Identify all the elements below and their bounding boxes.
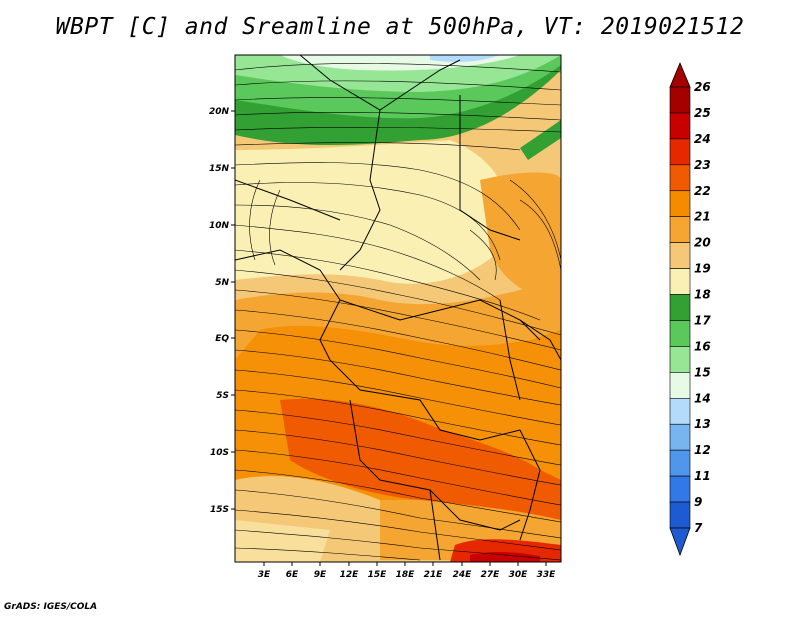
lon-label-12E: 12E [340,570,360,580]
colorbar-swatch [669,216,691,243]
colorbar-label: 14 [694,391,711,405]
colorbar-label: 19 [694,262,711,276]
colorbar-swatch [669,320,691,347]
colorbar-label: 21 [694,210,711,224]
lon-label-33E: 33E [537,570,557,580]
colorbar: 26 25 24 23 22 21 20 19 18 17 16 15 14 13 12 11 9 7 [669,61,711,557]
colorbar-label: 11 [694,469,711,483]
lon-label-30E: 30E [509,570,529,580]
lat-label-10S: 10S [210,448,229,458]
colorbar-swatch [669,372,691,399]
colorbar-swatch [669,501,691,529]
lat-label-10N: 10N [209,221,230,231]
colorbar-swatch [669,475,691,503]
lon-label-18E: 18E [396,570,416,580]
wbpt-field [235,55,561,562]
colorbar-swatch [669,164,691,192]
lon-label-3E: 3E [258,570,271,580]
map-title: WBPT [C] and Sreamline at 500hPa, VT: 20… [55,14,745,40]
map-frame [234,54,562,563]
colorbar-label: 17 [694,313,711,327]
colorbar-label: 23 [694,158,711,172]
colorbar-labels: 26 25 24 23 22 21 20 19 18 17 16 15 14 13 12 11 9 7 [694,80,711,535]
colorbar-label: 16 [694,339,711,353]
lon-label-15E: 15E [368,570,388,580]
colorbar-swatch [669,423,691,451]
lat-label-5N: 5N [215,278,229,288]
lon-label-27E: 27E [481,570,501,580]
lat-axis: 20N 15N 10N 5N EQ 5S 10S 15S [209,107,235,515]
colorbar-swatch [669,294,691,321]
colorbar-label: 18 [694,288,711,302]
colorbar-label: 12 [694,443,711,457]
lat-label-15N: 15N [209,164,230,174]
lat-label-5S: 5S [216,391,229,401]
colorbar-top-arrow [669,61,691,88]
colorbar-swatch [669,112,691,140]
lon-label-21E: 21E [424,570,444,580]
colorbar-swatch [669,138,691,166]
colorbar-swatch [669,449,691,477]
grads-credit: GrADS: IGES/COLA [4,602,98,612]
colorbar-label: 25 [694,106,711,120]
colorbar-label: 13 [694,417,711,431]
colorbar-label: 15 [694,365,711,379]
streamlines [235,63,561,561]
lat-label-15S: 15S [210,505,229,515]
lon-label-24E: 24E [453,570,473,580]
colorbar-label: 9 [694,495,702,509]
colorbar-bottom-arrow [669,527,691,557]
colorbar-label: 26 [694,80,711,94]
colorbar-swatch [669,397,691,425]
lon-label-9E: 9E [314,570,327,580]
lat-label-EQ: EQ [215,334,229,344]
colorbar-swatches [669,86,691,529]
colorbar-swatch [669,346,691,373]
colorbar-swatch [669,190,691,218]
colorbar-swatch [669,242,691,269]
colorbar-label: 22 [694,184,711,198]
colorbar-swatch [669,86,691,114]
colorbar-label: 7 [694,521,703,535]
colorbar-label: 24 [694,132,711,146]
lon-axis: 3E 6E 9E 12E 15E 18E 21E 24E 27E 30E 33E [258,562,556,580]
colorbar-swatch [669,268,691,295]
lat-label-20N: 20N [209,107,230,117]
lon-label-6E: 6E [286,570,299,580]
colorbar-label: 20 [694,236,711,250]
